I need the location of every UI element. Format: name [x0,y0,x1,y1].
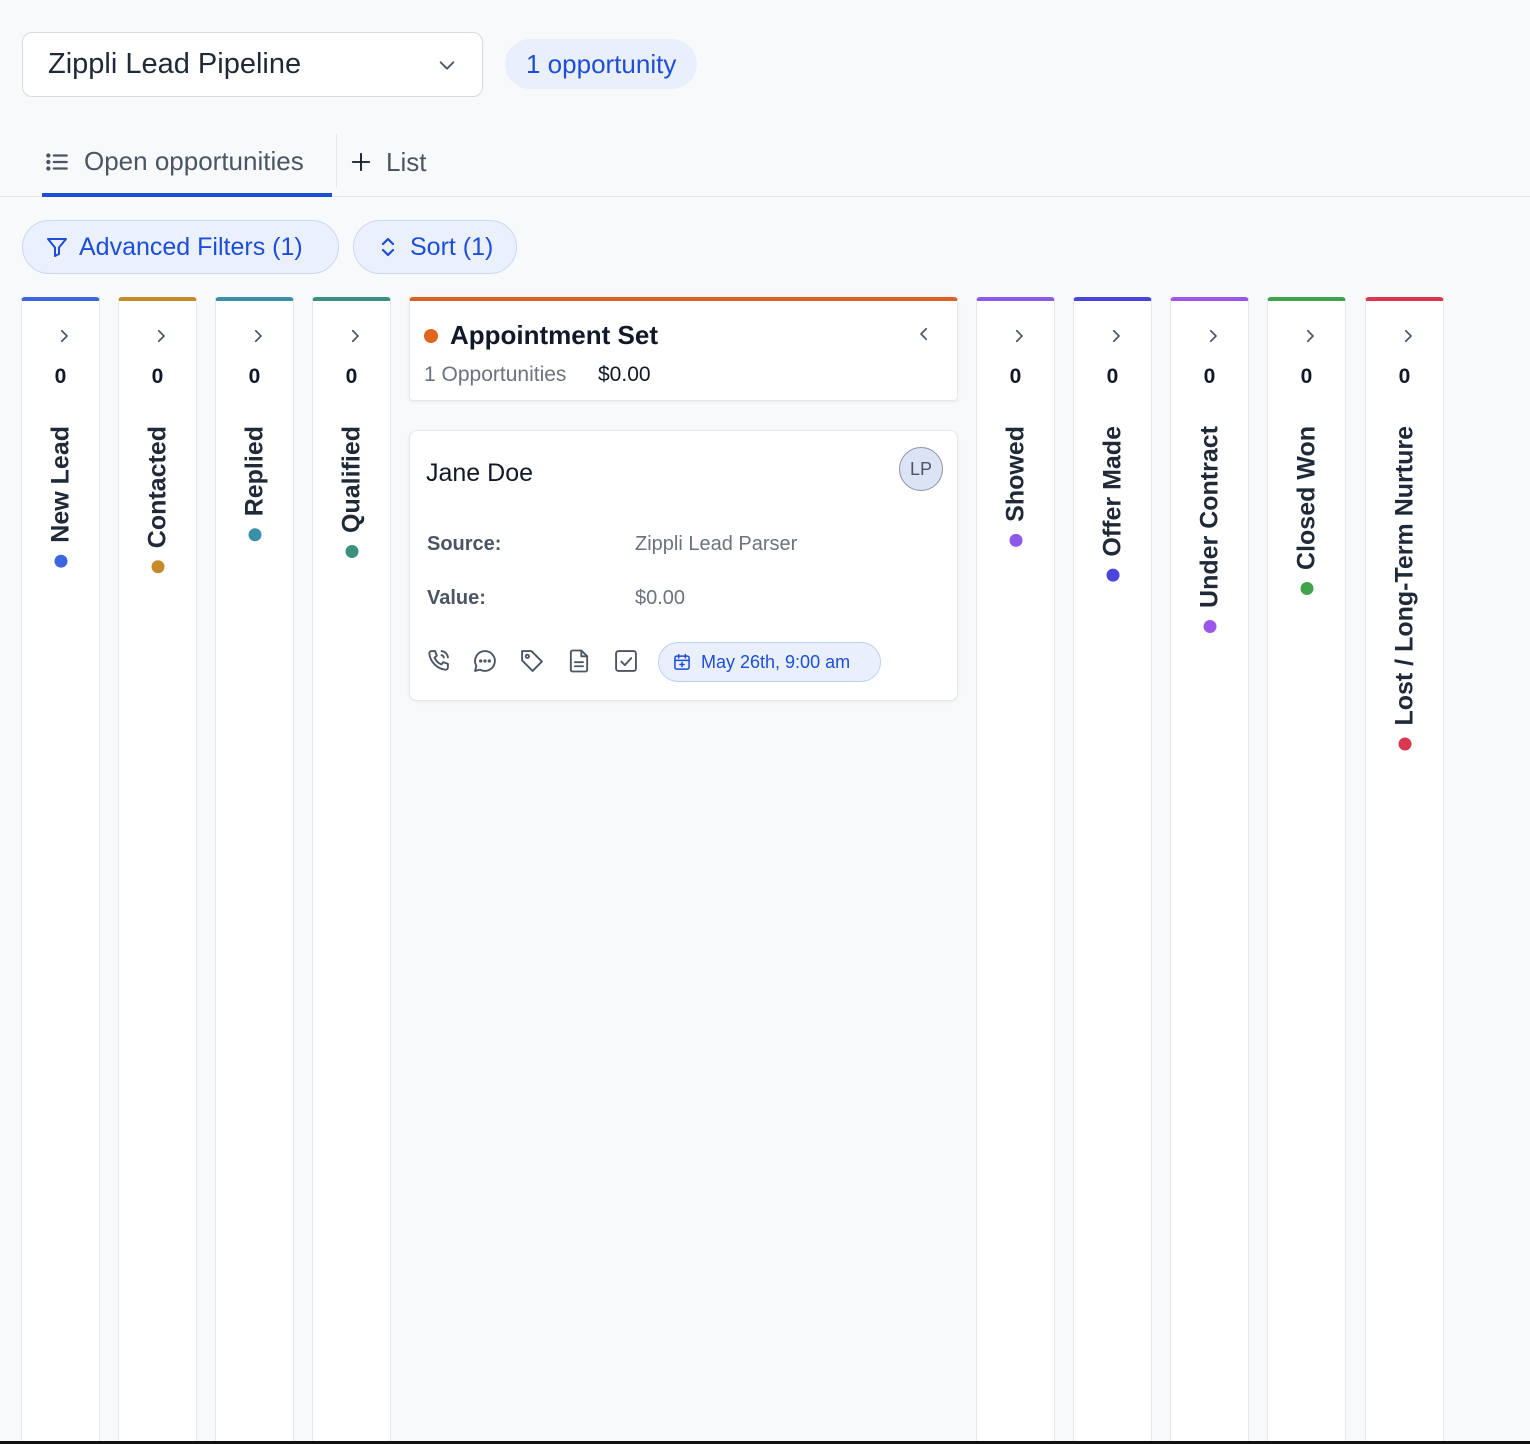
stage-count: 0 [1106,365,1119,388]
stage-label: Offer Made [1098,426,1127,582]
chevron-right-icon[interactable] [152,327,170,345]
chevron-right-icon[interactable] [249,327,267,345]
stage-column-showed[interactable]: 0 Showed [976,297,1055,1444]
tab-open-opportunities[interactable]: Open opportunities [42,130,332,197]
value-label: Value: [427,587,486,609]
bottom-border [0,1441,1530,1444]
stage-label: Qualified [337,426,366,558]
filter-icon [47,238,67,257]
stage-name: New Lead [46,426,74,543]
stage-name: Under Contract [1195,426,1223,608]
stage-name: Offer Made [1098,426,1126,557]
stage-label: Closed Won [1292,426,1321,595]
stage-name: Replied [240,426,268,517]
calendar-icon [674,653,690,670]
card-action-icons [424,647,640,675]
stage-total-amount: $0.00 [598,363,651,386]
stage-name: Qualified [337,426,365,533]
chevron-right-icon[interactable] [55,327,73,345]
stage-label: Under Contract [1195,426,1224,633]
stage-label: Lost / Long-Term Nurture [1390,426,1419,751]
stage-column-replied[interactable]: 0 Replied [215,297,294,1444]
stage-color-dot [424,329,438,343]
stage-count: 0 [1009,365,1022,388]
stage-color-dot [54,554,67,568]
stage-count: 0 [151,365,164,388]
stage-count: 0 [1300,365,1313,388]
opportunity-card[interactable]: Jane Doe LP Source: Zippli Lead Parser V… [409,430,958,701]
pipeline-select-value: Zippli Lead Pipeline [48,48,302,80]
chevron-right-icon[interactable] [1010,327,1028,345]
stage-count: 0 [1398,365,1411,388]
stage-color-dot [1398,737,1411,751]
chevron-down-icon [439,60,455,70]
stage-opportunity-count: 1 Opportunities [424,363,567,386]
advanced-filters-label: Advanced Filters (1) [79,232,303,261]
chevron-right-icon[interactable] [1204,327,1222,345]
pipeline-select[interactable]: Zippli Lead Pipeline [22,32,483,97]
opportunity-count-badge: 1 opportunity [505,39,698,89]
stage-label: Contacted [143,426,172,574]
stage-column-new-lead[interactable]: 0 New Lead [21,297,100,1444]
list-icon [46,152,68,171]
chevron-right-icon[interactable] [1107,327,1125,345]
value-amount: $0.00 [635,587,686,609]
stage-column-contacted[interactable]: 0 Contacted [118,297,197,1444]
avatar[interactable]: LP [899,447,943,491]
stage-color-dot [248,528,261,542]
tab-open-opportunities-label: Open opportunities [84,146,304,176]
chat-icon[interactable] [471,647,499,675]
stage-title: Appointment Set [450,320,658,350]
stage-count: 0 [248,365,261,388]
stage-count: 0 [345,365,358,388]
chevron-left-icon[interactable] [915,325,933,343]
note-icon[interactable] [565,647,593,675]
stage-color-dot [151,560,164,574]
source-value: Zippli Lead Parser [635,533,798,555]
stage-header-appointment-set: Appointment Set 1 Opportunities $0.00 [409,297,958,401]
tab-divider [336,134,337,188]
advanced-filters-button[interactable]: Advanced Filters (1) [22,220,339,274]
stage-name: Showed [1001,426,1029,522]
chevron-right-icon[interactable] [346,327,364,345]
stage-name: Closed Won [1292,426,1320,570]
stage-column-lost-long-term-nurture[interactable]: 0 Lost / Long-Term Nurture [1365,297,1444,1444]
view-tabs: Open opportunities List [0,130,1530,197]
stage-label: New Lead [46,426,75,568]
chevron-right-icon[interactable] [1301,327,1319,345]
stage-count: 0 [1203,365,1216,388]
stage-color-dot [1203,619,1216,633]
stage-color-dot [1106,568,1119,582]
sort-icon [381,237,395,257]
stage-column-offer-made[interactable]: 0 Offer Made [1073,297,1152,1444]
task-icon[interactable] [612,647,640,675]
stage-column-under-contract[interactable]: 0 Under Contract [1170,297,1249,1444]
stage-name: Contacted [143,426,171,549]
stage-label: Showed [1001,426,1030,547]
stage-name: Lost / Long-Term Nurture [1390,426,1418,726]
stage-color-dot [1009,533,1022,547]
stage-color-dot [345,544,358,558]
add-list-label: List [386,146,427,177]
appointment-datetime: May 26th, 9:00 am [701,651,851,672]
stage-label: Replied [240,426,269,542]
plus-icon [351,152,371,172]
tag-icon[interactable] [518,647,546,675]
sort-button[interactable]: Sort (1) [353,220,517,274]
contact-name: Jane Doe [426,459,534,487]
phone-icon[interactable] [424,647,452,675]
stage-column-qualified[interactable]: 0 Qualified [312,297,391,1444]
stage-count: 0 [54,365,67,388]
add-list-button[interactable]: List [350,130,426,194]
appointment-chip[interactable]: May 26th, 9:00 am [658,642,881,682]
stage-color-dot [1300,581,1313,595]
stage-column-closed-won[interactable]: 0 Closed Won [1267,297,1346,1444]
source-label: Source: [427,533,502,555]
sort-label: Sort (1) [410,232,494,261]
chevron-right-icon[interactable] [1399,327,1417,345]
